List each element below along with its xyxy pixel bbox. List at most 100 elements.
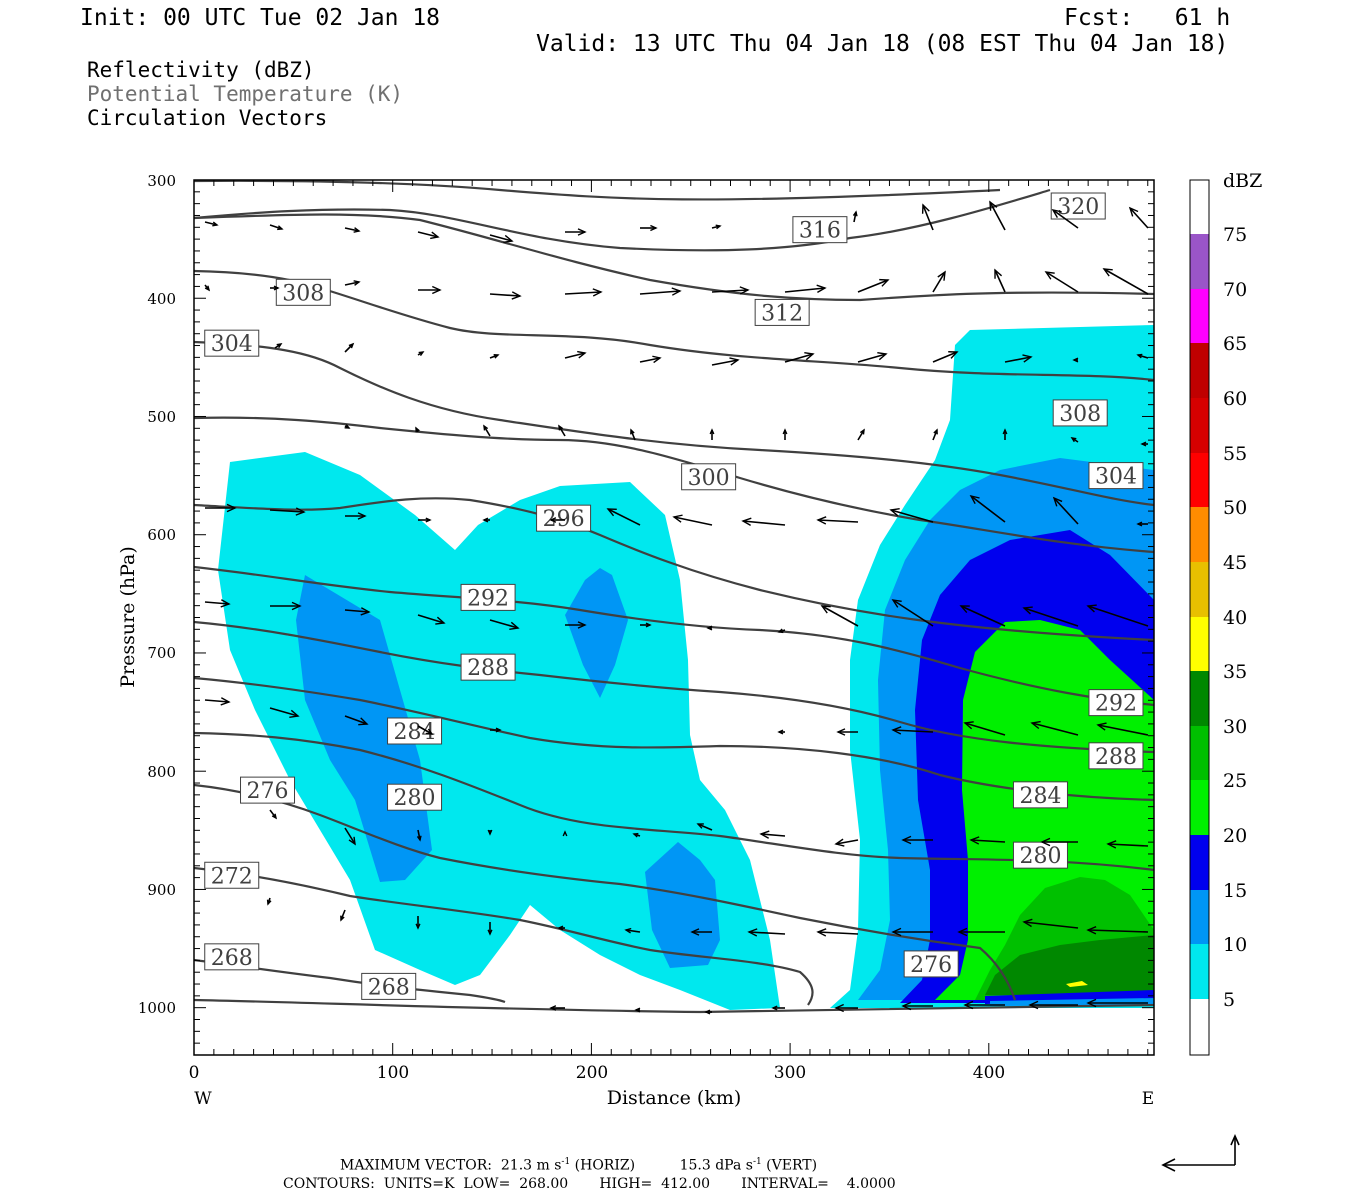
colorbar-swatch-10 — [1190, 890, 1209, 944]
max-vector-line: MAXIMUM VECTOR: 21.3 m s-1 (HORIZ) 15.3 … — [340, 1158, 817, 1173]
circulation-vector — [1072, 357, 1079, 363]
circulation-vector — [634, 1007, 641, 1013]
colorbar-unit: dBZ — [1223, 170, 1262, 192]
colorbar-label: 10 — [1223, 934, 1247, 956]
circulation-vector — [784, 284, 827, 293]
circulation-vector — [639, 287, 682, 296]
circulation-vector — [957, 927, 1005, 937]
colorbar-label: 40 — [1223, 607, 1247, 629]
circulation-vector — [759, 830, 786, 839]
circulation-vector — [564, 288, 603, 297]
svg-text:300: 300 — [688, 466, 730, 491]
circulation-vector — [269, 809, 278, 820]
init-time: Init: 00 UTC Tue 02 Jan 18 — [80, 5, 441, 31]
circulation-vector — [969, 836, 1006, 845]
circulation-vector — [632, 832, 641, 838]
circulation-vector — [204, 284, 211, 292]
colorbar-swatch-45 — [1190, 507, 1209, 562]
svg-text:272: 272 — [211, 864, 253, 889]
circulation-vector — [1044, 271, 1079, 293]
theta-contour — [194, 416, 1154, 554]
contour-label: 276 — [903, 950, 959, 978]
contour-label: 288 — [1088, 742, 1144, 770]
circulation-vector — [1136, 353, 1149, 359]
colorbar-swatch-25 — [1190, 726, 1209, 780]
unit-exponent: -1 — [561, 1157, 571, 1167]
colorbar-label: 55 — [1223, 443, 1247, 465]
y-tick-label: 300 — [147, 172, 176, 190]
colorbar-label: 70 — [1223, 279, 1247, 301]
colorbar-label: 20 — [1223, 825, 1247, 847]
circulation-vector — [994, 268, 1006, 293]
x-axis: 0 100 200 300 400 W E Distance (km) — [189, 1063, 1155, 1109]
circulation-vector — [690, 928, 712, 936]
circulation-vector — [1102, 268, 1149, 295]
circulation-vector — [344, 827, 356, 846]
circulation-vector — [969, 494, 1006, 523]
circulation-vector — [606, 508, 641, 526]
circulation-vector — [565, 621, 587, 629]
circulation-vector — [1051, 209, 1079, 229]
svg-text:320: 320 — [1057, 195, 1099, 220]
circulation-vector — [889, 508, 934, 523]
colorbar-label: 15 — [1223, 880, 1247, 902]
colorbar-label: 25 — [1223, 770, 1247, 792]
colorbar-swatch-60 — [1190, 343, 1209, 398]
west-label: W — [194, 1089, 212, 1109]
theta-contours — [194, 180, 1154, 1014]
circulation-vector — [816, 516, 859, 525]
theta-contour — [194, 188, 1051, 252]
contour-label: 284 — [1012, 781, 1068, 809]
colorbar-swatch-20 — [1190, 780, 1209, 835]
colorbar-label: 75 — [1223, 224, 1247, 246]
contour-label: 304 — [1088, 462, 1144, 490]
circulation-vector — [489, 619, 520, 630]
contour-label: 272 — [204, 861, 260, 889]
circulation-vector — [269, 707, 300, 718]
svg-text:268: 268 — [368, 975, 410, 1000]
circulation-vector — [963, 721, 1006, 736]
y-tick-label: 800 — [147, 763, 176, 781]
circulation-vector — [747, 928, 786, 937]
circulation-vector — [891, 599, 934, 627]
circulation-vector — [704, 1009, 712, 1015]
circulation-vector — [834, 1003, 858, 1013]
axis-ticks — [193, 179, 1154, 1056]
circulation-vector — [270, 601, 302, 611]
contour-label: 304 — [204, 329, 260, 357]
refl-30-east — [985, 935, 1154, 995]
theta-contour — [194, 620, 1154, 754]
circulation-vector — [417, 231, 440, 240]
circulation-vector — [344, 342, 355, 353]
circulation-vector — [417, 725, 434, 735]
refl-35-core — [1066, 981, 1088, 987]
circulation-vector — [857, 278, 890, 293]
circulation-vector — [921, 203, 934, 231]
colorbar-swatch-65 — [1190, 289, 1209, 343]
circulation-vector — [1086, 926, 1149, 935]
refl-10-west-b — [565, 568, 628, 698]
circulation-vector — [1040, 837, 1078, 847]
circulation-vector — [418, 285, 442, 295]
contour-label: 268 — [361, 972, 417, 1000]
theta-contour — [194, 565, 1154, 707]
circulation-vector — [487, 922, 493, 936]
circulation-vector — [489, 234, 514, 244]
svg-text:280: 280 — [394, 786, 436, 811]
y-axis: 300 400 500 600 700 800 900 1000 — [138, 172, 176, 1017]
circulation-vector — [549, 517, 565, 523]
circulation-vector — [344, 715, 369, 726]
circulation-vector — [1136, 521, 1148, 527]
circulation-vector — [489, 354, 500, 359]
circulation-vector — [624, 927, 641, 934]
circulation-vector — [1128, 206, 1149, 229]
colorbar-label: 50 — [1223, 497, 1247, 519]
colorbar-label: 45 — [1223, 552, 1247, 574]
svg-text:276: 276 — [910, 953, 952, 978]
circulation-vector — [696, 823, 713, 831]
circulation-vector — [205, 503, 237, 513]
circulation-vector — [959, 605, 1006, 627]
circulation-vector — [1070, 437, 1079, 443]
circulation-vector — [204, 697, 231, 706]
contour-label: 284 — [387, 717, 443, 745]
